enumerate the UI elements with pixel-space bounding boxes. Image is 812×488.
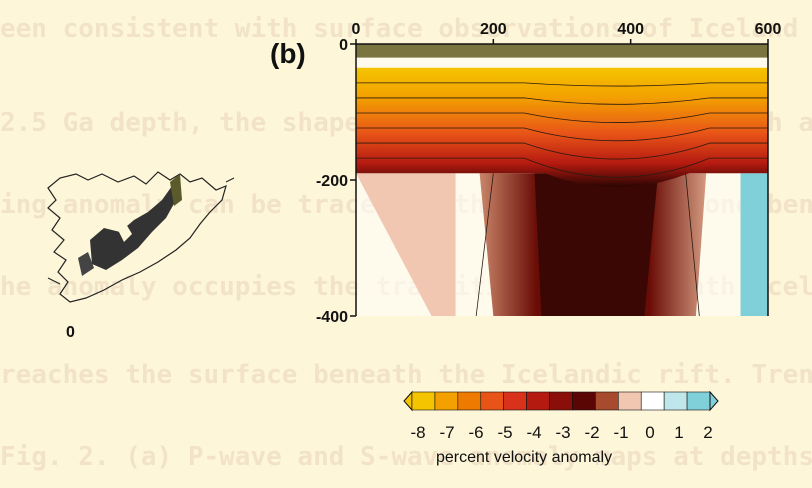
contour-line bbox=[475, 173, 494, 317]
colorbar-tick-label: 0 bbox=[645, 423, 654, 442]
x-tick-label: 200 bbox=[480, 21, 507, 38]
colorbar-cell bbox=[549, 391, 573, 411]
colorbar-cell bbox=[526, 391, 550, 411]
colorbar-cell bbox=[411, 391, 436, 411]
colorbar-cell bbox=[480, 391, 504, 411]
x-tick-label: 0 bbox=[352, 21, 361, 38]
x-tick-label: 600 bbox=[755, 21, 782, 38]
map-label: 0 bbox=[66, 324, 75, 341]
background-text-line: een consistent with surface observations… bbox=[0, 14, 812, 44]
heatmap bbox=[356, 44, 768, 317]
colorbar-cell bbox=[503, 391, 527, 411]
plume-core bbox=[534, 173, 659, 316]
panel-label: (b) bbox=[270, 38, 306, 69]
colorbar-cell bbox=[640, 391, 665, 411]
colorbar-tick-label: -7 bbox=[439, 423, 454, 442]
iceland-map-icon bbox=[47, 171, 235, 303]
surface-layer bbox=[356, 44, 768, 58]
colorbar-cell bbox=[686, 391, 711, 411]
anomaly-region bbox=[356, 173, 456, 316]
y-tick-label: -200 bbox=[316, 173, 348, 190]
colorbar-cell bbox=[434, 391, 459, 411]
colorbar-cell bbox=[572, 391, 596, 411]
colorbar-tick-label: 1 bbox=[674, 423, 683, 442]
colorbar-tick-label: -3 bbox=[555, 423, 570, 442]
y-tick-label: 0 bbox=[339, 37, 348, 54]
contour-line bbox=[356, 97, 768, 105]
colorbar-cell bbox=[663, 391, 688, 411]
colorbar-cell bbox=[618, 391, 642, 411]
colorbar-tick-label: -1 bbox=[613, 423, 628, 442]
axes: 0 200 400 600 0 -200 -400 bbox=[316, 21, 781, 326]
colorbar-cell bbox=[595, 391, 619, 411]
colorbar-tick-label: -8 bbox=[410, 423, 425, 442]
colorbar-cell bbox=[457, 391, 482, 411]
contour-line bbox=[356, 82, 768, 87]
background-text-line: reaches the surface beneath the Icelandi… bbox=[0, 360, 812, 390]
contour-line bbox=[356, 127, 768, 142]
contour-line bbox=[685, 173, 700, 317]
colorbar-tick-label: -5 bbox=[497, 423, 512, 442]
colorbar-tick-label: 2 bbox=[703, 423, 712, 442]
contour-line bbox=[356, 157, 768, 178]
positive-anomaly bbox=[740, 173, 768, 316]
x-tick-label: 400 bbox=[617, 21, 644, 38]
y-tick-label: -400 bbox=[316, 309, 348, 326]
colorbar-tick-label: -2 bbox=[584, 423, 599, 442]
contour-line bbox=[356, 112, 768, 123]
colorbar-tick-label: -6 bbox=[468, 423, 483, 442]
colorbar-arrow-left bbox=[403, 390, 413, 412]
colorbar-label: percent velocity anomaly bbox=[436, 449, 613, 466]
colorbar-tick-label: -4 bbox=[526, 423, 541, 442]
colorbar-arrow-right bbox=[709, 390, 719, 412]
contour-line bbox=[356, 142, 768, 160]
background-text-line: Fig. 2. (a) P-wave and S-wave anomaly ma… bbox=[0, 442, 812, 472]
